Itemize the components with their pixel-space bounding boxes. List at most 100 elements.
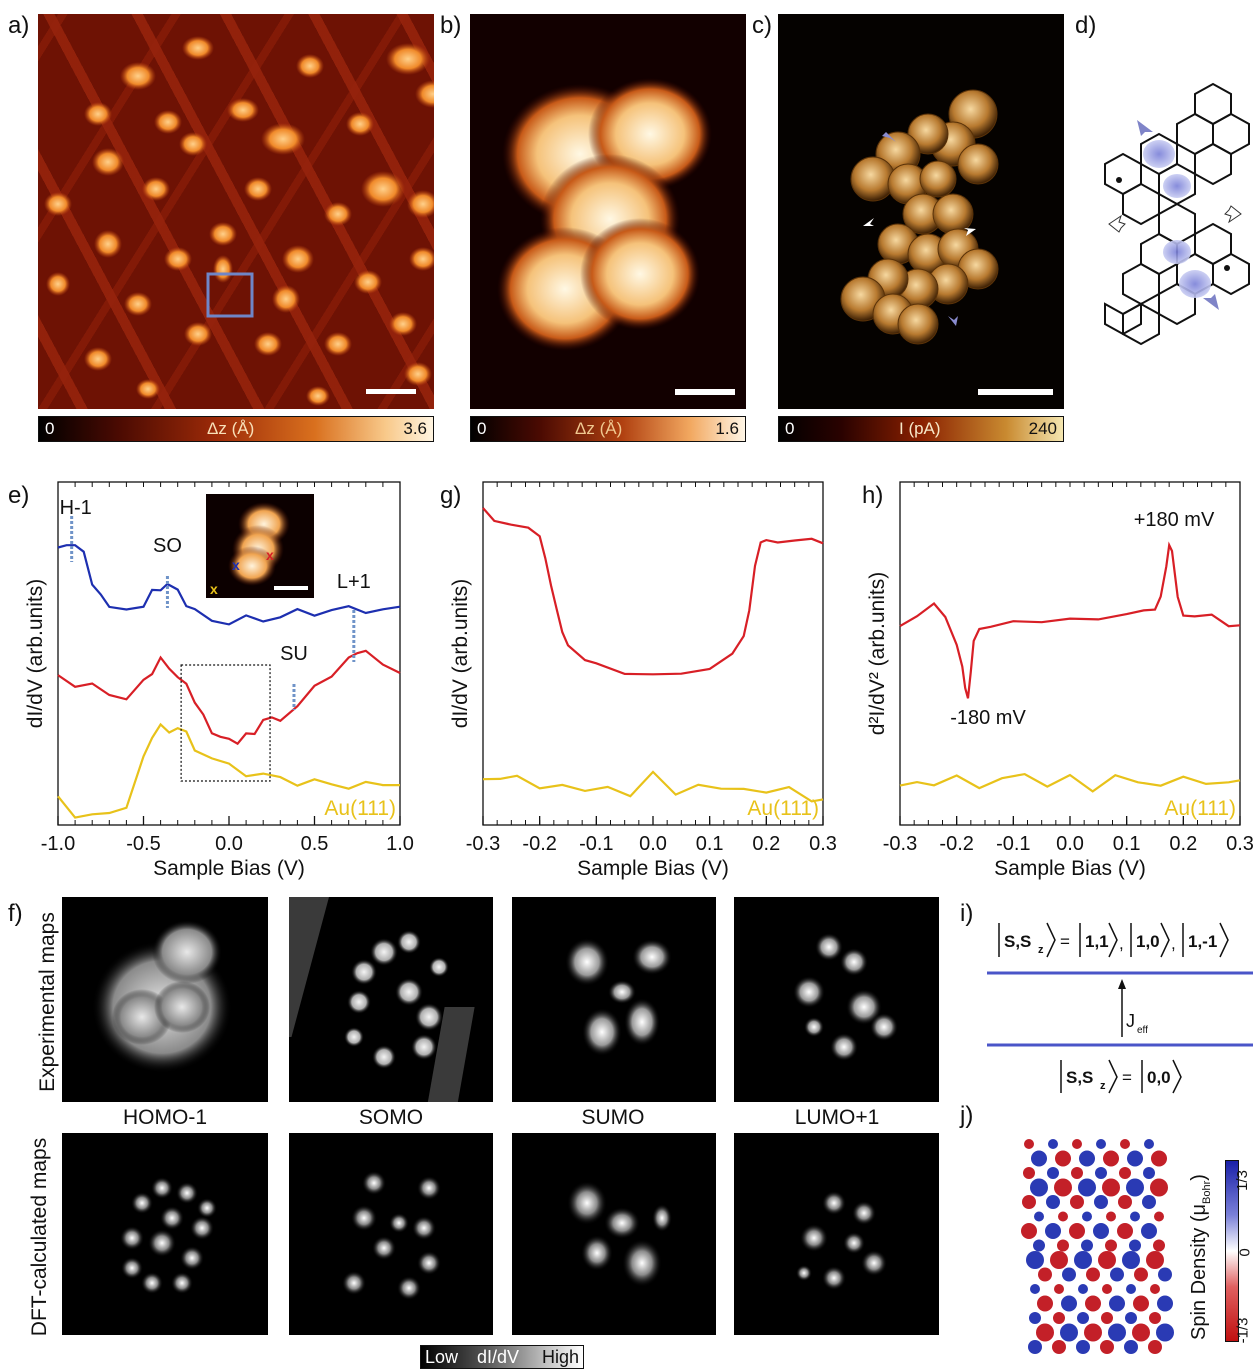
spin-lobe (1029, 1312, 1041, 1324)
series-yellow (899, 772, 1241, 793)
dft-map-somo (289, 1133, 493, 1335)
top-ket-lhs: S,S (1004, 932, 1031, 951)
coupling-label: J (1126, 1011, 1135, 1031)
spin-lobe (1033, 1239, 1045, 1252)
spin-lobe (1048, 1139, 1058, 1149)
bond-resolved-molecule (840, 89, 1053, 395)
spin-lobe (1072, 1139, 1082, 1149)
spin-lobe (1149, 1312, 1161, 1324)
orbital-label: H-1 (60, 497, 92, 519)
scale-low: Low (425, 1347, 459, 1367)
x-tick-label: -0.3 (883, 833, 917, 855)
substrate-label: Au(111) (1164, 797, 1236, 820)
spin-lobe (1150, 1178, 1168, 1197)
spin-lobe (1156, 1323, 1174, 1342)
coupling-sub: eff (1137, 1025, 1148, 1036)
spin-lobe (1110, 1267, 1124, 1282)
current-image (778, 14, 1064, 409)
map-title-homo-1: HOMO-1 (123, 1106, 207, 1129)
chemical-structure (1104, 82, 1250, 346)
spin-lobe (1124, 1340, 1138, 1354)
map-title-sumo: SUMO (581, 1106, 645, 1129)
x-axis-label: Sample Bias (V) (994, 857, 1146, 880)
spin-lobe (1047, 1167, 1059, 1179)
spin-lobe (1108, 1323, 1126, 1342)
spin-lobe (1054, 1178, 1072, 1197)
x-axis-label: Sample Bias (V) (577, 857, 729, 880)
spin-lobe (1062, 1267, 1076, 1282)
spin-lobe (1060, 1323, 1078, 1342)
top-comma-2: , (1171, 934, 1176, 953)
spin-lobe (1074, 1251, 1092, 1269)
spin-tick-mid: 0 (1236, 1248, 1254, 1257)
exp-map-somo (251, 897, 493, 1102)
inset-topography: x x x (206, 494, 314, 598)
x-tick-label: 0.2 (752, 833, 780, 855)
substrate-label: Au(111) (324, 797, 396, 820)
spin-lobe (1053, 1312, 1065, 1324)
x-tick-label: 0.0 (639, 833, 667, 855)
dft-map-homo-1 (62, 1133, 268, 1335)
spin-lobe (1150, 1284, 1160, 1294)
chart-h-d2IdV2: -0.3 -0.2 -0.1 0.0 0.1 0.2 0.3 Sample Bias (V) d… (866, 481, 1254, 880)
top-ket-sub: z (1038, 944, 1044, 956)
panel-label-b: b) (440, 12, 462, 39)
spin-lobe (1030, 1178, 1048, 1197)
panel-label-f: f) (8, 900, 23, 927)
top-equals: = (1060, 932, 1070, 951)
x-tick-label: 0.0 (215, 833, 243, 855)
spin-lobe (1077, 1312, 1089, 1324)
spin-colorbar (1225, 1160, 1239, 1342)
spin-lobe (1046, 1195, 1060, 1209)
panel-label-h: h) (862, 482, 884, 509)
x-tick-label: 0.3 (1226, 833, 1254, 855)
series-yellow (57, 722, 400, 819)
x-tick-label: -0.1 (579, 833, 613, 855)
spin-lobe (1134, 1267, 1148, 1282)
spin-lobe (1085, 1295, 1101, 1312)
spin-lobe (1096, 1139, 1106, 1149)
molecule-shape (497, 78, 735, 395)
spin-lobe (1157, 1295, 1173, 1312)
chart-e-dIdV: -1.0 -0.5 0.0 0.5 1.0 Sample Bias (V) dI/dV (a… (24, 481, 414, 880)
series-yellow (482, 770, 824, 803)
spin-lobe (1117, 1223, 1133, 1239)
spin-lobe (1078, 1178, 1096, 1197)
colorbar-c: 0 I (pA) 240 (778, 416, 1064, 442)
zoom-box (180, 664, 271, 782)
spin-lobe (1050, 1251, 1068, 1269)
x-tick-label: -0.2 (522, 833, 556, 855)
dft-map-sumo (512, 1133, 716, 1335)
spin-lobe (1144, 1139, 1154, 1149)
spin-lobe (1022, 1195, 1036, 1209)
spin-lobe (1105, 1239, 1117, 1252)
panel-label-j: j) (960, 1102, 974, 1129)
row-label-dft: DFT-calculated maps (28, 1137, 51, 1337)
x-tick-label: -0.1 (996, 833, 1030, 855)
spin-lobe (1024, 1139, 1034, 1149)
spin-lobe (1133, 1295, 1149, 1312)
top-ket-3: 1,-1 (1188, 932, 1217, 951)
exp-map-lumo+1 (734, 897, 939, 1102)
spin-lobe (1081, 1239, 1093, 1252)
spin-lobe (1052, 1340, 1066, 1354)
peak-label-positive: +180 mV (1134, 509, 1215, 531)
spin-lobe (1129, 1239, 1141, 1252)
spin-lobe (1084, 1323, 1102, 1342)
colorbar-b: 0 Δz (Å) 1.6 (470, 416, 746, 442)
spin-lobe (1120, 1139, 1130, 1149)
panel-label-i: i) (960, 900, 974, 927)
exp-map-homo-1 (62, 897, 268, 1102)
panel-label-d: d) (1075, 12, 1097, 39)
spin-lobe (1101, 1312, 1113, 1324)
inset-molecule: x x x (210, 502, 308, 597)
spin-lobe (1100, 1340, 1114, 1354)
molecule-blobs (44, 36, 434, 406)
spin-lobe (1141, 1223, 1157, 1239)
bottom-ket-lhs: S,S (1066, 1068, 1093, 1087)
spin-lobe (1034, 1211, 1044, 1222)
scale-high: High (541, 1347, 579, 1367)
spin-lobe (1119, 1167, 1131, 1179)
spin-lobe (1055, 1150, 1071, 1167)
orbital-label: SU (280, 643, 308, 665)
